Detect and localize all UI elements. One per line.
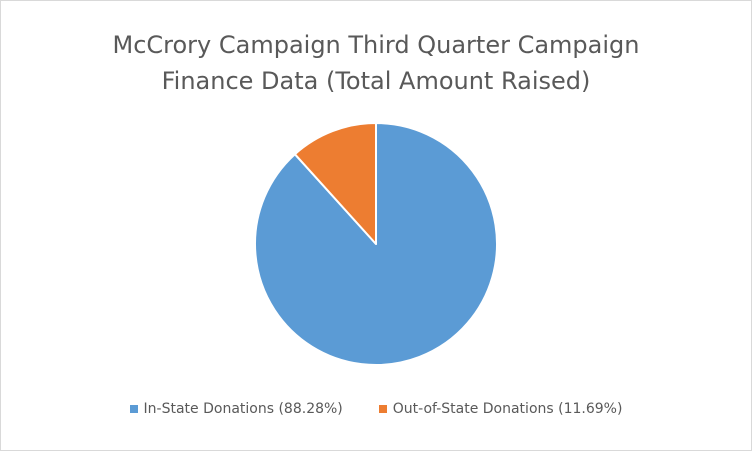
legend: In-State Donations (88.28%) Out-of-State… [1,401,751,417]
pie-slice-out-of-state [293,122,377,245]
legend-label-out-of-state: Out-of-State Donations (11.69%) [392,401,623,417]
chart-title-line-1: McCrory Campaign Third Quarter Campaign [112,31,640,59]
legend-item-in-state: In-State Donations (88.28%) [129,401,343,417]
chart-title: McCrory Campaign Third Quarter Campaign … [1,27,751,99]
legend-label-in-state: In-State Donations (88.28%) [143,401,343,417]
legend-item-out-of-state: Out-of-State Donations (11.69%) [378,401,623,417]
legend-swatch-in-state [129,405,138,413]
chart-title-line-2: Finance Data (Total Amount Raised) [161,67,591,95]
legend-swatch-out-of-state [378,405,387,413]
